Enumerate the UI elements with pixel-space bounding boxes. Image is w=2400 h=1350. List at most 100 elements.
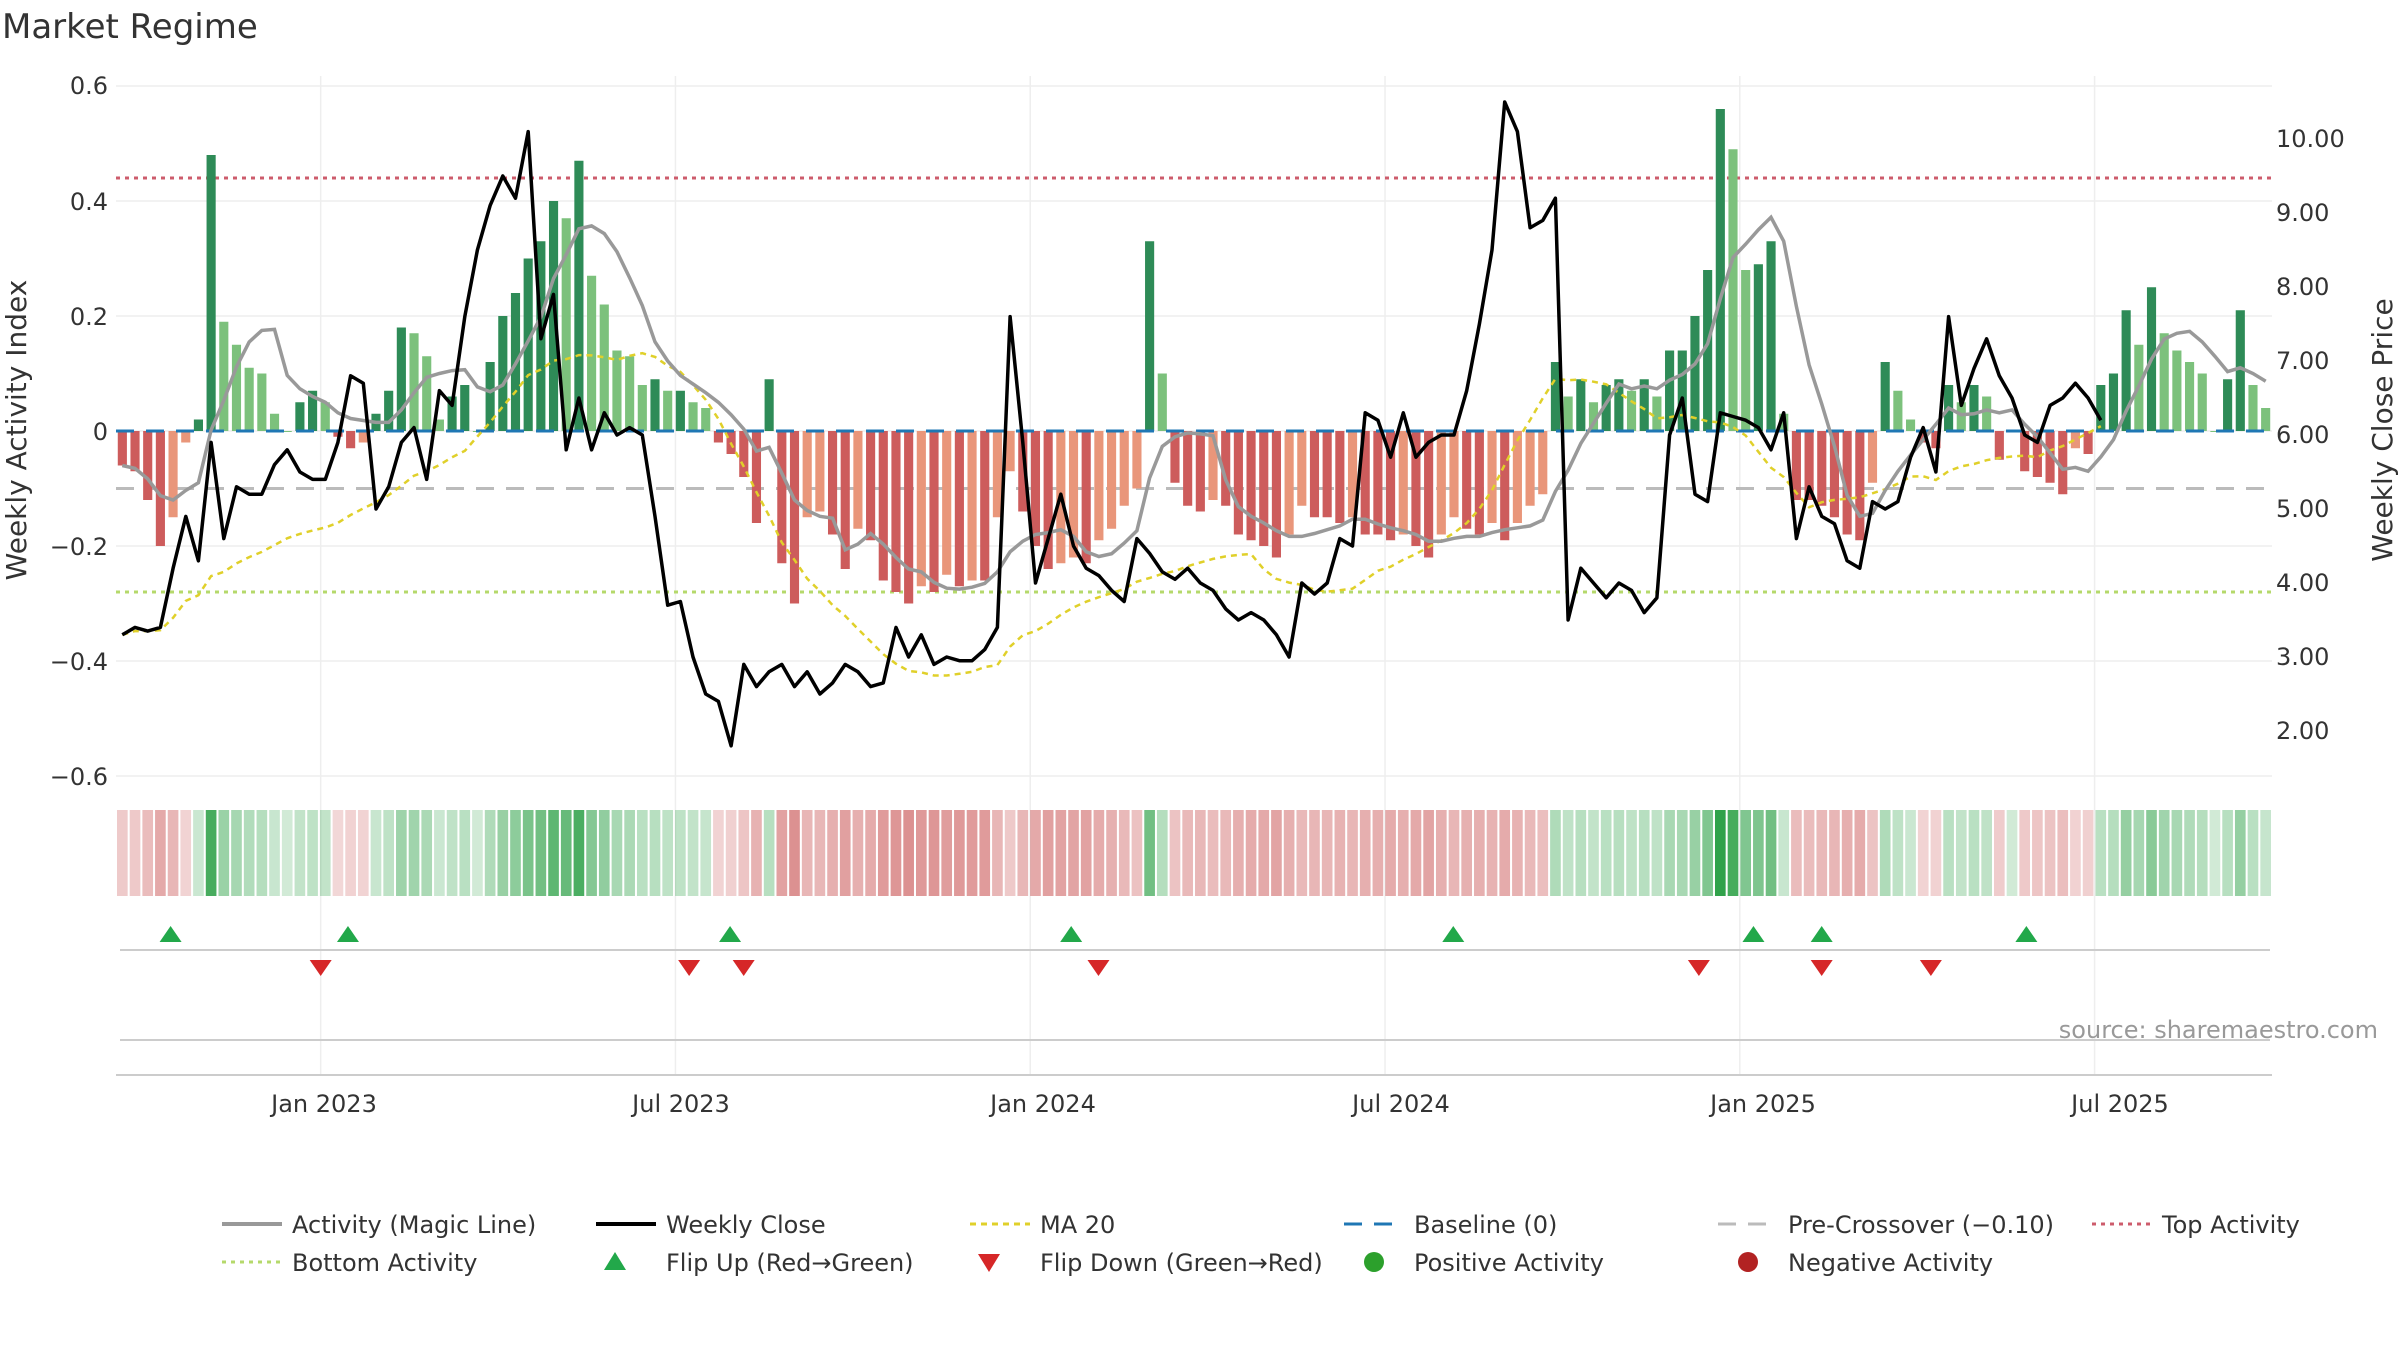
activity-bar	[346, 431, 356, 449]
activity-bar	[1982, 396, 1992, 431]
activity-bar	[1322, 431, 1332, 518]
flip-up-marker	[2015, 926, 2038, 942]
y-tick-label: 0.2	[70, 303, 108, 331]
activity-bar	[1867, 431, 1878, 483]
heat-cell	[357, 810, 369, 896]
legend-label: Flip Down (Green→Red)	[1040, 1249, 1323, 1277]
heat-cell	[1486, 810, 1498, 896]
activity-bar	[2070, 431, 2080, 449]
legend-item-pre-crossover: Pre-Crossover (−0.10)	[1718, 1211, 2054, 1239]
heat-cell	[1169, 810, 1181, 896]
heat-cell	[256, 810, 268, 896]
legend-label: Positive Activity	[1414, 1249, 1604, 1277]
activity-bar	[815, 431, 825, 512]
activity-bar	[650, 379, 660, 431]
activity-bar	[257, 373, 267, 431]
activity-bar	[244, 367, 254, 431]
y2-tick-label: 3.00	[2276, 643, 2329, 671]
activity-bar	[219, 321, 229, 431]
heat-cell	[1233, 810, 1244, 896]
activity-bar	[1855, 431, 1865, 541]
heat-cell	[1207, 810, 1219, 896]
heat-cell	[345, 810, 356, 896]
heat-cell	[1461, 810, 1472, 896]
activity-bar	[295, 402, 305, 431]
heat-cell	[979, 810, 991, 896]
heat-cell	[193, 810, 204, 896]
x-tick-label: Jul 2023	[630, 1090, 730, 1118]
heat-cell	[2120, 810, 2132, 896]
activity-bar	[599, 304, 609, 431]
heat-cell	[1220, 810, 1232, 896]
legend-item-bottom: Bottom Activity	[222, 1249, 477, 1277]
heat-cell	[941, 810, 953, 896]
heat-cell	[1892, 810, 1904, 896]
heat-cell	[675, 810, 686, 896]
heat-cell	[1195, 810, 1206, 896]
y2-axis-label: Weekly Close Price	[2366, 298, 2399, 561]
heat-cell	[1435, 810, 1447, 896]
activity-bar	[1576, 379, 1586, 431]
activity-bar	[1347, 431, 1358, 518]
y2-tick-label: 10.00	[2276, 125, 2345, 153]
activity-bar	[688, 402, 698, 431]
activity-bar	[422, 356, 432, 431]
y-tick-label: 0.4	[70, 188, 108, 216]
activity-bar	[878, 431, 888, 581]
heat-cell	[1803, 810, 1815, 896]
heat-cell	[1829, 810, 1840, 896]
heat-cell	[2146, 810, 2157, 896]
heat-cell	[624, 810, 635, 896]
activity-bar	[485, 362, 495, 431]
flip-down-marker	[1810, 960, 1833, 976]
heat-cell	[992, 810, 1003, 896]
heat-cell	[2222, 810, 2233, 896]
activity-bar	[942, 431, 952, 575]
heat-cell	[1740, 810, 1752, 896]
heat-cell	[1448, 810, 1460, 896]
activity-bar	[1829, 431, 1840, 518]
activity-bar	[1373, 431, 1383, 535]
heat-cell	[1562, 810, 1574, 896]
legend-label: Baseline (0)	[1414, 1211, 1557, 1239]
activity-bar	[143, 431, 153, 500]
activity-bar	[523, 258, 533, 431]
activity-bar	[625, 356, 635, 431]
activity-bar	[1525, 431, 1535, 506]
heat-cell	[1968, 810, 1980, 896]
activity-bar	[866, 431, 876, 541]
legend-item-flip-up: Flip Up (Red→Green)	[604, 1249, 914, 1277]
heat-cell	[725, 810, 737, 896]
activity-bar	[1639, 379, 1649, 431]
magic-line	[121, 214, 2267, 591]
activity-bar	[2223, 379, 2233, 431]
heat-cell	[2196, 810, 2208, 896]
heat-cell	[1309, 810, 1320, 896]
activity-bar	[2210, 431, 2220, 432]
activity-bar	[2235, 310, 2245, 431]
heat-cell	[738, 810, 750, 896]
heat-cell	[408, 810, 420, 896]
heat-cell	[1397, 810, 1409, 896]
activity-bar	[308, 390, 318, 431]
heat-cell	[1423, 810, 1434, 896]
heat-cell	[396, 810, 407, 896]
heat-cell	[1613, 810, 1625, 896]
heat-cell	[2044, 810, 2056, 896]
activity-bar	[1703, 270, 1713, 431]
activity-bar	[2172, 350, 2182, 431]
y-tick-label: 0	[93, 418, 108, 446]
activity-bar	[1183, 431, 1193, 506]
flip-down-marker	[1919, 960, 1942, 976]
flip-up-marker	[1742, 926, 1765, 942]
heat-cell	[1372, 810, 1384, 896]
activity-bar	[980, 431, 990, 581]
activity-bar	[181, 431, 191, 443]
activity-bar	[1157, 373, 1167, 431]
activity-bar	[1905, 419, 1916, 431]
activity-bar	[1690, 316, 1700, 431]
heat-cell	[2006, 810, 2018, 896]
legend-item-top: Top Activity	[2092, 1211, 2300, 1239]
heat-cell	[1144, 810, 1155, 896]
heat-cell	[1030, 810, 1041, 896]
